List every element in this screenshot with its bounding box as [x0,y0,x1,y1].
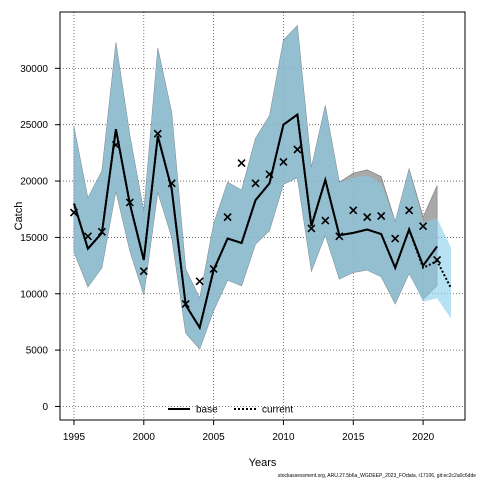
observed-point-2008-stroke-b [251,179,260,188]
observed-point-2010-stroke-b [279,157,288,166]
observed-point-2008 [251,179,260,188]
observed-point-2002-stroke-b [167,179,176,188]
observed-point-2017 [377,211,386,221]
observed-point-1995 [69,208,79,217]
y-axis-title: Catch [13,202,25,231]
y-axis: 0 5000 10000 15000 20000 25000 30000 [20,64,60,413]
y-tick-label-0: 0 [42,402,48,413]
observed-point-1999-stroke-b [125,198,134,207]
observed-point-2013-stroke-b [321,216,330,225]
observed-points [69,129,442,308]
observed-point-2018 [391,234,400,243]
observed-point-2002 [167,179,176,188]
observed-point-2019 [405,206,414,215]
observed-point-2016-stroke-b [363,213,372,222]
observed-point-2004 [195,277,204,286]
y-tick-label-30000: 30000 [20,64,48,75]
observed-point-1997 [97,227,106,236]
observed-point-2021 [433,255,442,265]
plot-frame [59,11,466,421]
observed-point-2019-stroke-b [405,206,414,215]
observed-point-2009 [265,170,274,179]
observed-point-2012-stroke-b [307,224,316,233]
observed-point-2021-stroke-b [433,255,442,265]
observed-point-2007-stroke-b [237,158,246,168]
series-lines [73,112,452,331]
legend: base current [168,405,293,416]
y-tick-label-20000: 20000 [20,177,48,188]
observed-point-2018-stroke-b [391,234,400,243]
observed-point-2013 [321,216,330,225]
legend-current-label: current [262,405,293,416]
x-tick-label-2000: 2000 [133,432,156,443]
observed-point-2014-stroke-b [335,232,344,241]
observed-point-2004-stroke-b [195,277,204,286]
observed-point-2015-stroke-b [349,206,358,215]
observed-point-2009-stroke-b [265,170,274,179]
observed-point-2006-stroke-b [223,213,232,222]
observed-point-2016 [363,213,372,222]
observed-point-1996-stroke-b [83,232,92,241]
observed-point-2011-stroke-b [293,145,302,154]
observed-point-2003 [181,299,190,308]
observed-point-2012 [307,224,316,233]
observed-point-2005-stroke-b [209,264,218,274]
y-tick-label-15000: 15000 [20,233,48,244]
observed-point-2014 [335,232,344,241]
x-tick-label-2010: 2010 [272,432,295,443]
observed-point-2007 [237,158,246,168]
observed-point-2015 [349,206,358,215]
observed-point-1997-stroke-b [97,227,106,236]
observed-point-2011 [293,145,302,154]
observed-point-2010 [279,157,288,166]
observed-point-2003-stroke-b [181,299,190,308]
observed-point-1998-stroke-b [111,140,120,150]
x-tick-label-2015: 2015 [342,432,365,443]
observed-point-2001-stroke-b [153,129,162,138]
y-tick-label-10000: 10000 [20,289,48,300]
x-tick-label-2005: 2005 [202,432,225,443]
observed-point-2005 [209,264,218,274]
observed-point-2001 [153,129,162,138]
observed-point-1998 [111,140,120,150]
observed-point-1999 [125,198,134,207]
current-confidence-band [74,25,451,349]
y-tick-label-5000: 5000 [26,346,49,357]
observed-point-2020 [419,222,428,231]
footnote: stockassessment.org, ARU.27.5b6a_WGDEEP_… [278,473,476,479]
x-axis-title: Years [249,457,277,469]
legend-base-label: base [196,405,218,416]
y-tick-label-25000: 25000 [20,120,48,131]
confidence-bands [73,24,451,350]
observed-point-2000-stroke-b [139,267,148,276]
x-tick-label-2020: 2020 [412,432,435,443]
observed-point-2006 [223,213,232,222]
x-tick-label-1995: 1995 [63,432,86,443]
observed-point-2017-stroke-b [377,211,386,221]
observed-point-2000 [139,267,148,276]
observed-point-1996 [83,232,92,241]
current-series-line [73,112,452,331]
observed-point-1995-stroke-b [69,208,79,217]
observed-point-2020-stroke-b [419,222,428,231]
x-axis: 1995 2000 2005 2010 2015 2020 [63,420,435,443]
